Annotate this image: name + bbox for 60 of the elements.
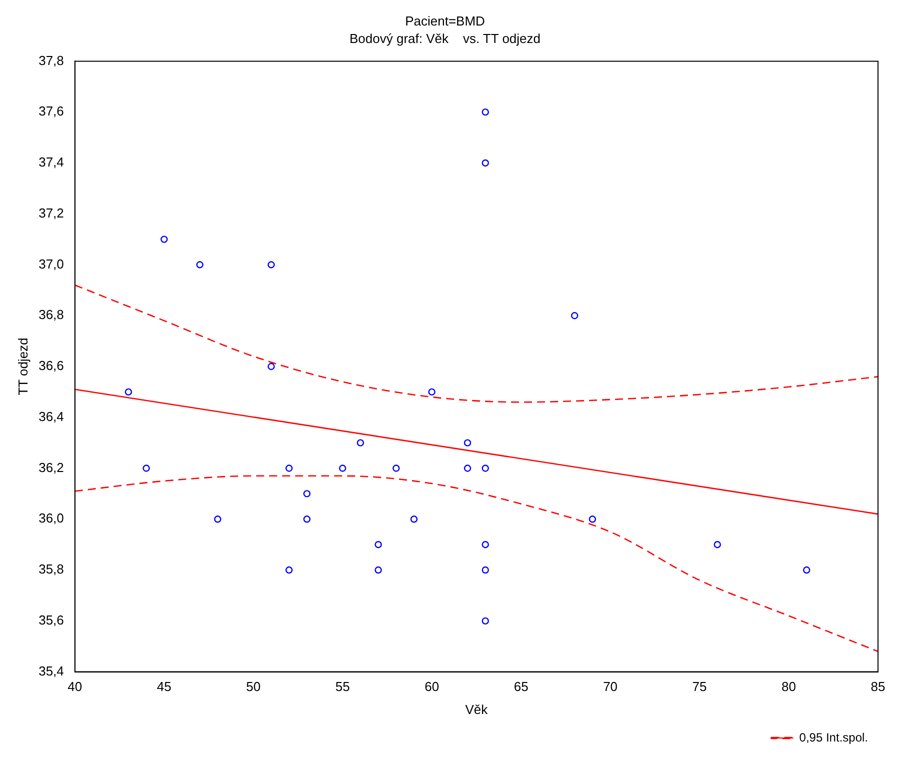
y-tick-label: 36,6 [38, 358, 64, 374]
line-series [74, 284, 878, 403]
y-tick-label: 36,8 [38, 307, 64, 322]
point [482, 464, 489, 472]
point [374, 566, 382, 574]
x-tick-label: 65 [514, 679, 528, 694]
y-tick-label: 36,0 [38, 510, 64, 526]
point [214, 516, 222, 523]
y-tick-label: 37,0 [38, 256, 64, 272]
point [588, 516, 596, 523]
point [285, 566, 293, 574]
x-tick-label: 80 [782, 679, 796, 694]
y-tick-label: 37,6 [38, 104, 64, 119]
point [160, 236, 168, 243]
point [482, 540, 489, 548]
point [482, 108, 489, 116]
y-tick-label: 37,4 [38, 154, 64, 170]
y-tick-label: 36,2 [38, 460, 64, 475]
x-tick-label: 40 [68, 679, 82, 694]
x-tick-label: 55 [335, 679, 350, 694]
x-tick-label: 60 [424, 679, 440, 694]
point [268, 362, 275, 370]
point [339, 464, 346, 472]
x-tick-label: 85 [870, 679, 886, 694]
y-tick-label: 35,6 [38, 612, 64, 628]
x-tick-label: 50 [246, 679, 261, 694]
point [464, 464, 472, 472]
point [356, 439, 364, 446]
chart-subtitle: Bodový graf: Věk vs. TT odjezd [349, 30, 541, 46]
y-tick-label: 36,4 [38, 408, 64, 424]
point [714, 540, 721, 548]
x-tick-label: 70 [603, 679, 618, 694]
point [482, 159, 489, 167]
legend-label: 0,95 Int.spol. [799, 730, 868, 744]
y-axis-title: TT odjezd [15, 338, 30, 396]
y-tick-label: 37,2 [38, 205, 64, 220]
x-axis-title: Věk [465, 702, 488, 717]
y-tick-label: 35,4 [38, 663, 64, 678]
y-tick-label: 35,8 [38, 562, 64, 577]
point [142, 464, 150, 472]
point [303, 490, 311, 498]
point [428, 388, 436, 396]
point [464, 439, 472, 446]
point [392, 464, 400, 472]
point [374, 540, 382, 548]
chart-title: Pacient=BMD [405, 13, 485, 28]
point [285, 464, 293, 472]
point [196, 261, 204, 268]
y-tick-label: 37,8 [38, 52, 64, 68]
point [482, 566, 489, 574]
point [410, 516, 418, 523]
point [124, 388, 132, 396]
x-tick-label: 45 [156, 679, 172, 694]
x-tick-label: 75 [692, 679, 707, 694]
point [482, 617, 489, 625]
point [571, 312, 578, 320]
line-series [74, 475, 878, 652]
point [268, 261, 275, 268]
point [803, 566, 810, 574]
point [303, 516, 311, 523]
